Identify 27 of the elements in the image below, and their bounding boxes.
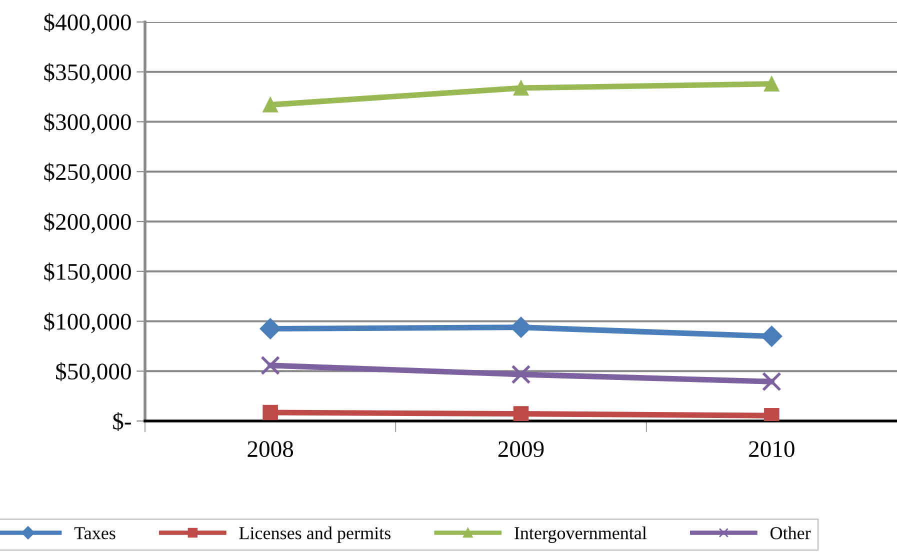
y-tick-label: $350,000 [44,62,131,84]
point [511,364,531,384]
y-tick-label: $- [113,412,131,431]
point [262,404,278,420]
point [764,408,780,421]
point [513,406,529,421]
y-tick-label: $400,000 [44,13,131,34]
legend-label: Other [770,526,811,540]
point [762,372,782,392]
point [262,97,278,112]
legend-label: Intergovernmental [514,526,647,543]
y-tick-label: $300,000 [44,112,131,134]
point [260,318,281,340]
legend-label: Taxes [74,527,116,540]
point [761,326,782,347]
point [764,76,780,92]
x-tick-label: 2009 [498,441,544,458]
x-tick-label: 2008 [248,441,294,458]
y-tick-label: $150,000 [44,262,131,284]
y-tick-label: $100,000 [44,312,131,334]
y-tick-label: $50,000 [56,362,131,383]
x-tick-label: 2010 [749,441,794,458]
y-tick-label: $200,000 [44,212,131,234]
y-tick-label: $250,000 [44,162,131,184]
point [260,356,280,376]
point [513,80,529,96]
legend-label: Licenses and permits [239,526,390,543]
